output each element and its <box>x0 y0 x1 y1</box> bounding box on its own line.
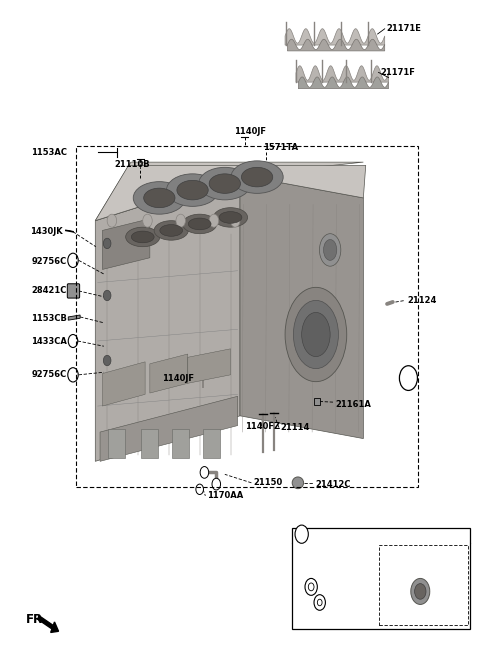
Text: 21150: 21150 <box>253 478 283 487</box>
Circle shape <box>314 595 325 610</box>
Text: 1153AC: 1153AC <box>31 148 67 157</box>
Ellipse shape <box>126 227 160 247</box>
Circle shape <box>415 584 426 599</box>
Ellipse shape <box>154 220 188 240</box>
Text: FR.: FR. <box>25 613 48 626</box>
Text: 21171F: 21171F <box>380 68 415 77</box>
Text: 1140FZ: 1140FZ <box>245 422 280 431</box>
Ellipse shape <box>182 214 217 234</box>
Ellipse shape <box>167 174 219 207</box>
Text: 21114: 21114 <box>281 423 310 432</box>
Polygon shape <box>96 165 366 220</box>
Polygon shape <box>100 396 238 461</box>
Polygon shape <box>68 315 80 320</box>
Polygon shape <box>288 39 384 51</box>
Ellipse shape <box>293 300 338 369</box>
Ellipse shape <box>144 188 175 208</box>
Ellipse shape <box>324 239 337 260</box>
Text: 21314A: 21314A <box>384 563 417 572</box>
Polygon shape <box>150 354 188 393</box>
Text: 1170AA: 1170AA <box>207 491 243 501</box>
Ellipse shape <box>209 174 240 194</box>
Text: 92756C: 92756C <box>31 256 67 266</box>
Ellipse shape <box>241 167 273 187</box>
Circle shape <box>200 466 209 478</box>
Text: 21171E: 21171E <box>386 24 421 33</box>
Circle shape <box>176 214 185 227</box>
Text: 1571TA: 1571TA <box>263 142 298 152</box>
FancyBboxPatch shape <box>108 429 125 458</box>
Text: 1430JK: 1430JK <box>30 227 62 236</box>
Circle shape <box>305 579 317 596</box>
Circle shape <box>399 366 418 390</box>
Circle shape <box>143 214 152 227</box>
Text: 1751GI: 1751GI <box>311 563 338 572</box>
FancyBboxPatch shape <box>67 284 80 298</box>
Circle shape <box>317 599 322 605</box>
Ellipse shape <box>301 312 330 357</box>
Circle shape <box>212 478 220 490</box>
Text: 1153CB: 1153CB <box>31 314 67 323</box>
Ellipse shape <box>160 224 182 236</box>
FancyBboxPatch shape <box>172 429 189 458</box>
Text: 92756C: 92756C <box>31 371 67 379</box>
Circle shape <box>209 214 219 227</box>
Text: a: a <box>299 529 304 539</box>
Ellipse shape <box>133 182 185 214</box>
Polygon shape <box>188 349 230 383</box>
Text: (ALT.): (ALT.) <box>384 552 408 562</box>
Ellipse shape <box>177 180 208 200</box>
Bar <box>379 545 468 625</box>
Circle shape <box>68 367 78 382</box>
FancyBboxPatch shape <box>141 429 158 458</box>
Circle shape <box>103 290 111 300</box>
Polygon shape <box>285 29 384 45</box>
Circle shape <box>107 214 117 227</box>
Text: 21124: 21124 <box>407 296 436 305</box>
FancyArrow shape <box>38 616 59 632</box>
Circle shape <box>230 214 240 227</box>
Circle shape <box>103 356 111 366</box>
Ellipse shape <box>292 477 303 489</box>
Polygon shape <box>96 175 240 461</box>
FancyBboxPatch shape <box>203 429 220 458</box>
Text: 1433CA: 1433CA <box>31 337 67 346</box>
Circle shape <box>68 253 78 268</box>
Polygon shape <box>102 362 145 406</box>
FancyBboxPatch shape <box>313 398 320 405</box>
Ellipse shape <box>219 212 242 223</box>
Ellipse shape <box>188 218 211 230</box>
Circle shape <box>411 579 430 604</box>
Ellipse shape <box>199 167 251 200</box>
Ellipse shape <box>320 234 341 266</box>
Circle shape <box>308 583 314 591</box>
Circle shape <box>295 525 308 543</box>
Ellipse shape <box>132 231 154 243</box>
Bar <box>292 527 470 628</box>
Circle shape <box>68 335 78 348</box>
Bar <box>76 146 418 487</box>
Text: 21412C: 21412C <box>315 480 350 489</box>
Text: 1140JF: 1140JF <box>234 127 266 136</box>
Polygon shape <box>96 162 363 220</box>
Text: 21110B: 21110B <box>114 159 150 169</box>
Polygon shape <box>299 77 388 89</box>
Circle shape <box>196 484 204 495</box>
Ellipse shape <box>285 287 347 382</box>
Ellipse shape <box>231 161 283 194</box>
Text: a: a <box>405 373 412 383</box>
Text: 1140JF: 1140JF <box>162 374 194 383</box>
Text: 28421C: 28421C <box>31 287 67 295</box>
Polygon shape <box>102 218 150 270</box>
Ellipse shape <box>214 208 248 227</box>
Text: 21161A: 21161A <box>335 400 371 409</box>
Polygon shape <box>296 66 388 82</box>
Circle shape <box>103 238 111 249</box>
Text: 21133: 21133 <box>304 552 331 562</box>
Polygon shape <box>240 175 363 439</box>
